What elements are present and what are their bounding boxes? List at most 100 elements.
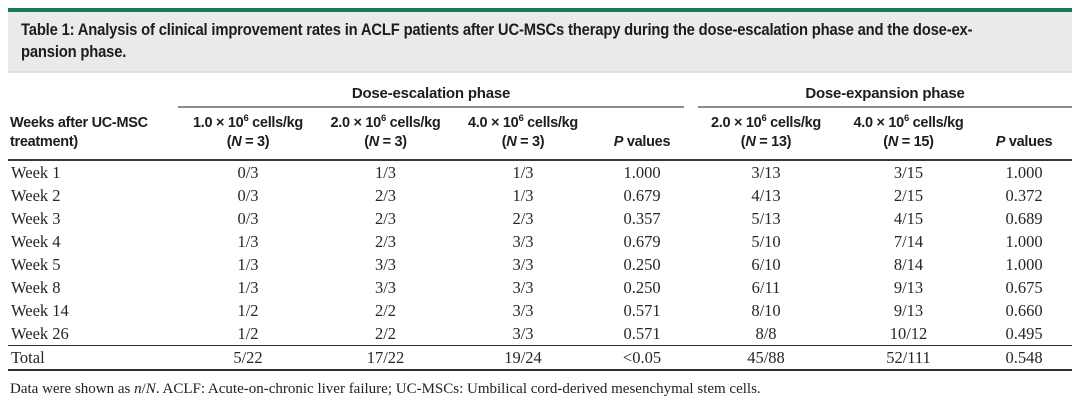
cell: 2/3 [374,208,397,228]
cell: 0.372 [1005,185,1043,205]
cell: 4/15 [893,208,924,228]
cell: 3/15 [893,162,924,182]
group-header-row: Dose-escalation phase Dose-expansion pha… [8,82,1073,108]
cell: 0.571 [623,323,661,343]
cell: 1/3 [512,185,534,205]
cell: 3/3 [512,231,534,251]
group-cell-expansion: Dose-expansion phase [691,82,1073,108]
table-row-week-4: Week 4 1/3 2/3 3/3 0.679 5/10 7/14 1.000 [8,230,1072,253]
cell: 0.689 [1005,208,1043,228]
cell: 0.679 [623,231,661,251]
column-header-esc-dose-2: 2.0 × 106 cells/kg (N = 3) [318,108,453,161]
cell: 2/3 [374,185,397,205]
table-row-week-2: Week 2 0/3 2/3 1/3 0.679 4/13 2/15 0.372 [8,184,1072,207]
cell: 19/24 [453,345,593,371]
row-label: Total [8,345,178,371]
row-label: Week 2 [11,185,61,205]
cell: 8/8 [755,323,777,343]
cell: 3/3 [374,254,397,274]
group-header-escalation: Dose-escalation phase [351,85,511,102]
cell: 0.250 [623,254,661,274]
expansion-underline: Dose-expansion phase [698,85,1073,108]
cell: 1/3 [237,254,259,274]
table-row-week-8: Week 8 1/3 3/3 3/3 0.250 6/11 9/13 0.675 [8,276,1072,299]
column-header-esc-dose-1: 1.0 × 106 cells/kg (N = 3) [178,108,318,161]
cell: 1/3 [237,231,259,251]
table-row-total: Total 5/22 17/22 19/24 <0.05 45/88 52/11… [8,345,1073,371]
cell: 0.660 [1005,300,1043,320]
table-caption: Table 1: Analysis of clinical improvemen… [8,8,1072,73]
group-cell-escalation: Dose-escalation phase [178,82,691,108]
cell: 1.000 [623,162,661,182]
caption-line-2: pansion phase. [21,42,127,61]
row-label: Week 1 [11,162,61,182]
column-header-esc-p-values: P values [593,108,691,161]
column-header-esc-dose-4: 4.0 × 106 cells/kg (N = 3) [453,108,593,161]
cell: 6/10 [751,254,781,274]
row-label: Week 4 [11,231,61,251]
cell: 1.000 [1005,254,1043,274]
cell: 0/3 [237,208,259,228]
cell: 5/10 [751,231,781,251]
cell: 3/3 [374,277,397,297]
cell: 3/13 [751,162,781,182]
cell: 1.000 [1005,231,1043,251]
row-label: Week 3 [11,208,61,228]
cell: 17/22 [318,345,453,371]
cell: 52/111 [841,345,976,371]
cell: 1/3 [374,162,397,182]
cell: 0.679 [623,185,661,205]
row-label: Week 14 [11,300,69,320]
row-label: Week 8 [11,277,61,297]
cell: 2/2 [374,300,397,320]
cell: 9/13 [893,300,924,320]
cell: 0.571 [623,300,661,320]
cell: 0/3 [237,162,259,182]
cell: 0/3 [237,185,259,205]
table-row-week-5: Week 5 1/3 3/3 3/3 0.250 6/10 8/14 1.000 [8,253,1072,276]
column-header-exp-dose-4: 4.0 × 106 cells/kg (N = 15) [841,108,976,161]
cell: 1/3 [237,277,259,297]
row-label: Week 26 [11,323,69,343]
column-header-exp-p-values: P values [976,108,1073,161]
clinical-improvement-table: Dose-escalation phase Dose-expansion pha… [8,82,1073,371]
cell: 0.250 [623,277,661,297]
cell: 8/10 [751,300,781,320]
escalation-underline: Dose-escalation phase [178,85,684,108]
cell: <0.05 [593,345,691,371]
cell: 0.675 [1005,277,1043,297]
cell: 1/2 [237,300,259,320]
cell: 7/14 [893,231,924,251]
column-header-row: Weeks after UC-MSC treatment) 1.0 × 106 c… [8,108,1073,161]
table-row-week-1: Week 1 0/3 1/3 1/3 1.000 3/13 3/15 1.000 [8,160,1072,184]
cell: 1/3 [512,162,534,182]
cell: 45/88 [691,345,841,371]
table-footnote: Data were shown as n/N. ACLF: Acute-on-c… [10,381,761,397]
cell: 2/15 [893,185,924,205]
cell: 0.357 [623,208,661,228]
cell: 1/2 [237,323,259,343]
cell: 0.495 [1005,323,1043,343]
cell: 2/3 [512,208,534,228]
table-row-week-14: Week 14 1/2 2/2 3/3 0.571 8/10 9/13 0.66… [8,299,1072,322]
corner-cell [8,82,178,108]
cell: 3/3 [512,277,534,297]
column-header-weeks: Weeks after UC-MSC treatment) [8,108,178,161]
cell: 4/13 [751,185,781,205]
column-header-exp-dose-2: 2.0 × 106 cells/kg (N = 13) [691,108,841,161]
cell: 9/13 [893,277,924,297]
cell: 1.000 [1005,162,1043,182]
table-row-week-3: Week 3 0/3 2/3 2/3 0.357 5/13 4/15 0.689 [8,207,1072,230]
cell: 5/13 [751,208,781,228]
cell: 5/22 [178,345,318,371]
cell: 10/12 [889,323,928,343]
cell: 6/11 [751,277,781,297]
cell: 8/14 [893,254,924,274]
cell: 0.548 [976,345,1073,371]
cell: 3/3 [512,323,534,343]
group-header-expansion: Dose-expansion phase [805,85,965,102]
cell: 2/3 [374,231,397,251]
table-row-week-26: Week 26 1/2 2/2 3/3 0.571 8/8 10/12 0.49… [8,322,1072,346]
cell: 2/2 [374,323,397,343]
